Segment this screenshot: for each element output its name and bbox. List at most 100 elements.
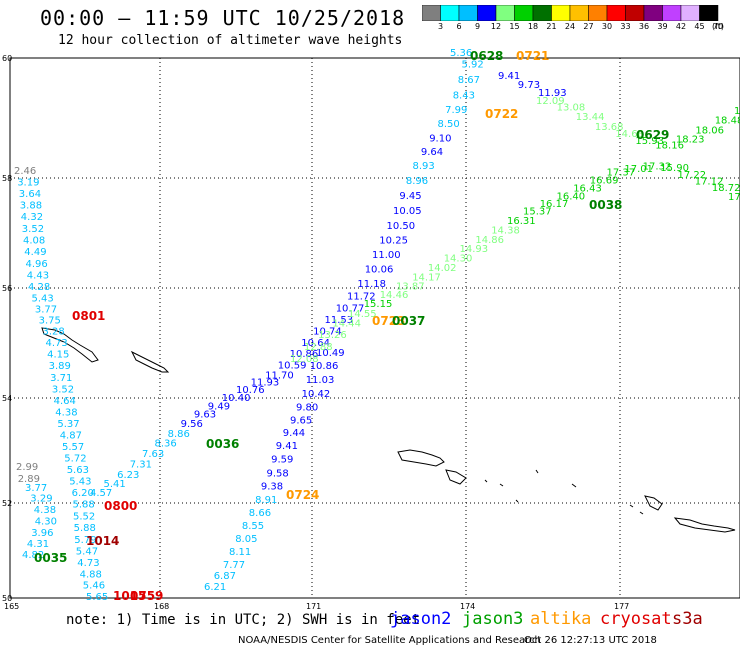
wave-height-value: 3.52 <box>52 384 74 395</box>
wave-height-value: 9.56 <box>181 419 203 430</box>
wave-height-value: 16.40 <box>557 191 586 202</box>
wave-height-value: 4.38 <box>34 505 56 516</box>
wave-height-value: 14.44 <box>332 319 361 330</box>
latitude-label: 58 <box>2 174 12 183</box>
generated-timestamp: Oct 26 12:27:13 UTC 2018 <box>524 635 657 646</box>
wave-height-value: 4.49 <box>24 247 46 258</box>
wave-height-value: 12.88 <box>304 342 333 353</box>
wave-height-value: 18.72 <box>712 183 740 194</box>
wave-height-value: 18.23 <box>676 135 705 146</box>
wave-height-value: 7.31 <box>130 460 152 471</box>
wave-height-value: 3.19 <box>17 177 39 188</box>
wave-height-value: 14.93 <box>460 244 489 255</box>
wave-height-value: 10.25 <box>379 236 408 247</box>
wave-height-value: 4.43 <box>27 271 49 282</box>
wave-height-value: 2.46 <box>14 166 36 177</box>
wave-height-value: 8.86 <box>168 429 190 440</box>
longitude-label: 168 <box>154 602 169 610</box>
wave-height-value: 13.68 <box>595 122 624 133</box>
wave-height-value: 10.86 <box>310 361 339 372</box>
pass-time-label: 0722 <box>485 107 518 121</box>
wave-height-value: 17.32 <box>643 161 672 172</box>
color-scale-label: 30 <box>601 22 613 31</box>
wave-height-value: 10.86 <box>290 349 319 360</box>
color-scale-label: 24 <box>564 22 576 31</box>
wave-height-value: 5.37 <box>57 419 79 430</box>
wave-height-value: 9.44 <box>283 428 305 439</box>
wave-height-value: 13.08 <box>557 102 586 113</box>
wave-height-value: 8.66 <box>249 508 271 519</box>
wave-height-value: 16.31 <box>507 216 536 227</box>
wave-height-value: 11.93 <box>538 88 567 99</box>
color-scale-label: 18 <box>527 22 539 31</box>
track-south: 6.216.877.77 8.11 8.05 8.55 8.66 8.91 9.38 9.58… <box>204 348 345 593</box>
wave-height-value: 8.96 <box>406 176 428 187</box>
wave-height-value: 4.96 <box>26 259 48 270</box>
wave-height-value: 7.63 <box>142 449 164 460</box>
color-scale-label: 15 <box>509 22 520 31</box>
wave-height-value: 8.91 <box>255 495 277 506</box>
wave-height-value: 12.09 <box>536 96 565 107</box>
wave-height-value: 18.06 <box>695 125 724 136</box>
wave-height-value: 5.88 <box>74 523 96 534</box>
wave-height-value: 10.05 <box>393 206 422 217</box>
wave-height-value: 15.93 <box>635 136 664 147</box>
wave-height-value: 5.65 <box>86 592 108 603</box>
wave-height-value: 10.77 <box>336 303 365 314</box>
pass-time-label: 0721 <box>516 49 549 63</box>
latitude-label: 52 <box>2 499 12 508</box>
graticule <box>9 57 740 599</box>
wave-height-value: 12.08 <box>290 354 319 365</box>
wave-height-value: 3.71 <box>50 373 72 384</box>
wave-height-value: 9.65 <box>290 416 312 427</box>
pass-time-label: 0629 <box>636 128 669 142</box>
wave-height-value: 8.67 <box>458 75 480 86</box>
wave-height-value: 4.32 <box>21 212 43 223</box>
track-green-diagonal: 12.0812.8813.2614.4414.5515.1514.4613.87… <box>290 161 740 365</box>
wave-height-value: 18.48 <box>715 116 740 127</box>
pass-time-label: 0723 <box>372 314 405 328</box>
color-scale-swatch <box>699 5 719 21</box>
wave-height-value: 9.41 <box>276 441 298 452</box>
wave-height-value: 3.52 <box>22 224 44 235</box>
wave-height-value: 10.76 <box>236 385 265 396</box>
wave-height-value: 14.02 <box>428 263 457 274</box>
wave-height-value: 16.43 <box>573 184 602 195</box>
wave-height-value: 9.45 <box>399 191 421 202</box>
color-scale-label: 39 <box>657 22 668 31</box>
wave-height-value: 10.06 <box>365 265 394 276</box>
latitude-label: 56 <box>2 284 12 293</box>
wave-height-value: 9.38 <box>261 482 283 493</box>
wave-height-value: 3.89 <box>49 361 71 372</box>
wave-height-value: 17.01 <box>624 164 653 175</box>
footnote: note: 1) Time is in UTC; 2) SWH is in fe… <box>66 612 421 628</box>
wave-height-value: 9.49 <box>208 401 230 412</box>
color-scale-label: 27 <box>583 22 594 31</box>
wave-height-value: 14.46 <box>380 290 409 301</box>
wave-height-value: 5.63 <box>67 465 89 476</box>
color-scale-label: 3 <box>437 22 444 31</box>
wave-height-value: 14.55 <box>348 309 377 320</box>
wave-height-value: 4.08 <box>23 236 45 247</box>
satellite-cryosat: cryosat <box>600 609 672 629</box>
wave-height-value: 5.43 <box>32 293 54 304</box>
wave-height-value: 6.23 <box>117 470 139 481</box>
wave-height-value: 17.21 <box>728 192 740 203</box>
wave-height-value: 4.57 <box>90 488 112 499</box>
wave-height-value: 7.99 <box>445 105 467 116</box>
wave-height-value: 5.47 <box>76 546 98 557</box>
latitude-label: 54 <box>2 394 12 403</box>
wave-height-value: 4.28 <box>28 282 50 293</box>
wave-height-value: 10.64 <box>301 338 330 349</box>
wave-height-value: 5.57 <box>62 442 84 453</box>
wave-height-value: 17.12 <box>695 176 724 187</box>
wave-height-value: 4.31 <box>27 539 49 550</box>
color-scale-label: 6 <box>456 22 462 31</box>
wave-height-value: 15.15 <box>364 299 393 310</box>
wave-height-value: 4.73 <box>77 558 99 569</box>
wave-height-value: 5.43 <box>69 477 91 488</box>
wave-height-value: 8.36 <box>155 439 177 450</box>
wave-height-value: 9.80 <box>296 402 318 413</box>
color-scale-label: 21 <box>546 22 557 31</box>
